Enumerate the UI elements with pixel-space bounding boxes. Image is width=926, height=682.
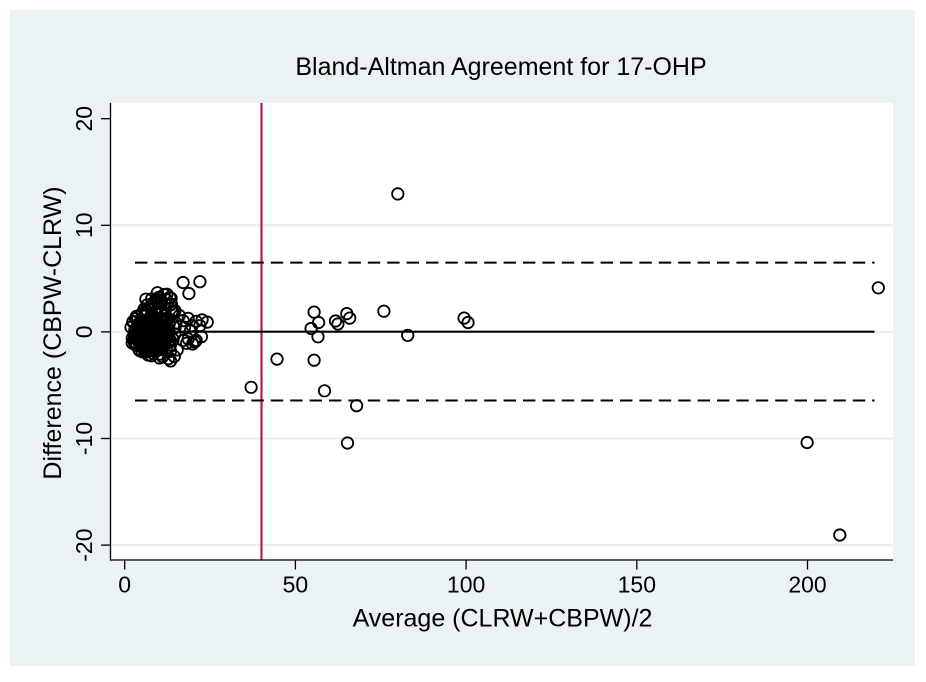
svg-text:50: 50 bbox=[283, 572, 309, 598]
svg-text:Bland-Altman Agreement for 17-: Bland-Altman Agreement for 17-OHP bbox=[295, 53, 706, 81]
svg-text:0: 0 bbox=[118, 572, 131, 598]
svg-text:10: 10 bbox=[71, 213, 97, 239]
svg-text:Average (CLRW+CBPW)/2: Average (CLRW+CBPW)/2 bbox=[353, 605, 653, 633]
svg-text:150: 150 bbox=[618, 572, 656, 598]
svg-text:20: 20 bbox=[71, 106, 97, 132]
svg-text:-10: -10 bbox=[71, 422, 97, 455]
svg-text:200: 200 bbox=[788, 572, 826, 598]
svg-text:0: 0 bbox=[71, 326, 97, 339]
svg-text:Difference (CBPW-CLRW): Difference (CBPW-CLRW) bbox=[39, 186, 67, 479]
svg-text:100: 100 bbox=[447, 572, 485, 598]
svg-text:-20: -20 bbox=[71, 528, 97, 561]
